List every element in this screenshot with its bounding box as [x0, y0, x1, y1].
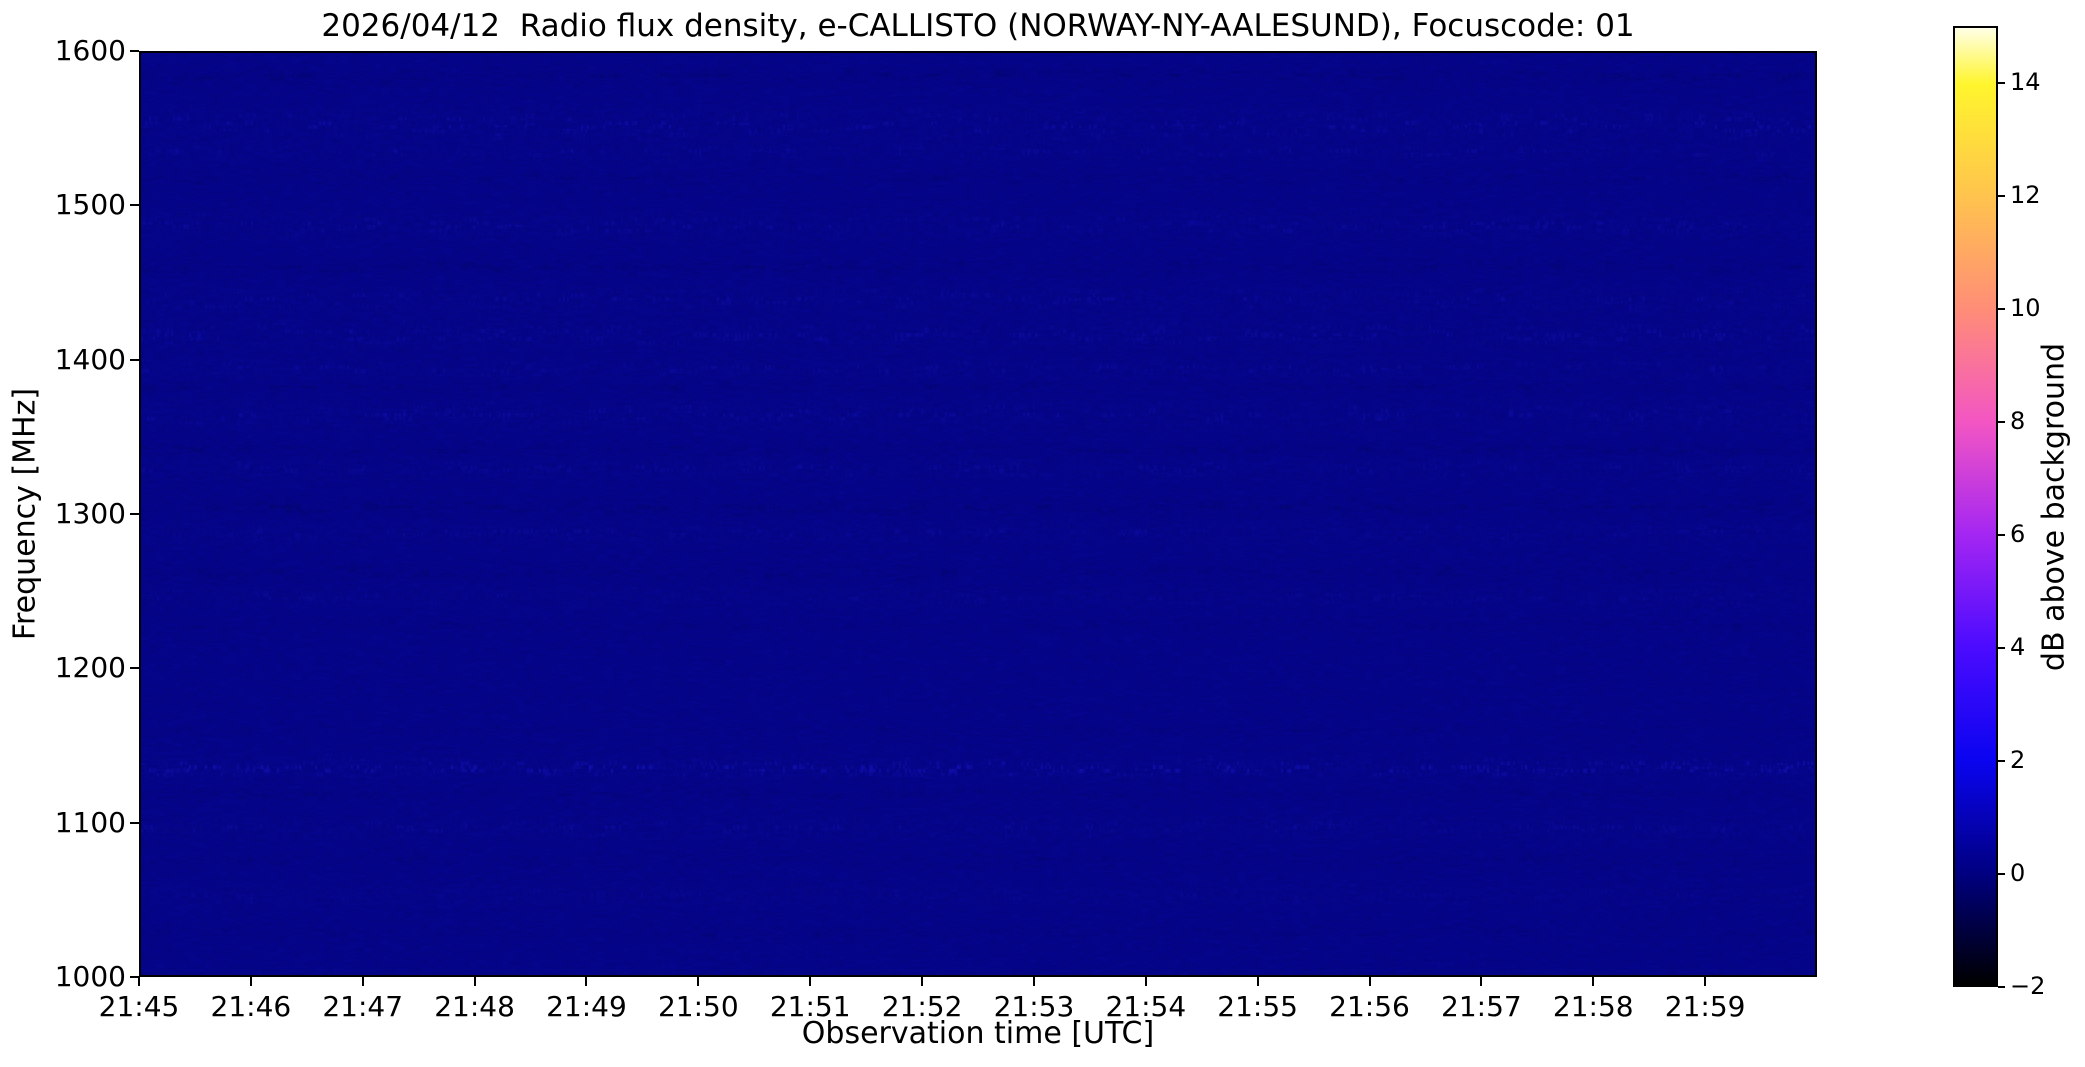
y-tick-mark — [130, 976, 139, 978]
colorbar-tick-label: 6 — [2010, 519, 2026, 548]
colorbar-tick-mark — [1998, 872, 2005, 875]
x-tick-label: 21:58 — [1552, 990, 1634, 1023]
x-tick-mark — [585, 977, 588, 986]
x-tick-mark — [1032, 977, 1035, 986]
x-tick-label: 21:57 — [1441, 990, 1522, 1023]
x-tick-label: 21:50 — [657, 990, 739, 1023]
x-tick-mark — [921, 977, 924, 986]
colorbar-tick-mark — [1998, 307, 2005, 310]
x-tick-label: 21:46 — [210, 990, 292, 1023]
x-tick-mark — [809, 977, 812, 986]
x-tick-label: 21:59 — [1664, 990, 1746, 1023]
colorbar-tick-mark — [1998, 194, 2005, 197]
x-tick-label: 21:48 — [434, 990, 515, 1023]
chart-title: 2026/04/12 Radio flux density, e-CALLIST… — [321, 8, 1635, 44]
x-tick-label: 21:49 — [546, 990, 627, 1023]
y-tick-label: 1200 — [54, 651, 126, 685]
x-tick-mark — [697, 977, 700, 986]
x-tick-mark — [1480, 977, 1483, 986]
colorbar-tick-mark — [1998, 81, 2005, 84]
x-tick-label: 21:52 — [881, 990, 963, 1023]
x-tick-label: 21:55 — [1217, 990, 1298, 1023]
y-tick-label: 1400 — [54, 342, 126, 376]
y-tick-label: 1300 — [54, 497, 126, 530]
colorbar-tick-label: 4 — [2010, 632, 2026, 661]
colorbar-tick-label: 2 — [2010, 745, 2026, 774]
y-tick-label: 1100 — [54, 805, 126, 839]
y-tick-mark — [130, 204, 139, 207]
x-tick-mark — [1256, 977, 1259, 986]
colorbar-tick-mark — [1998, 759, 2005, 762]
x-tick-label: 21:54 — [1105, 990, 1187, 1023]
colorbar-label: dB above background — [2036, 342, 2072, 672]
x-tick-mark — [1144, 977, 1147, 986]
colorbar-tick-label: 8 — [2010, 406, 2026, 435]
colorbar-tick-label: 0 — [2010, 858, 2026, 887]
x-axis-label: Observation time [UTC] — [801, 1016, 1155, 1051]
colorbar-tick-mark — [1998, 420, 2005, 423]
spectrogram-plot-area — [139, 51, 1817, 977]
x-tick-mark — [1368, 977, 1371, 986]
x-tick-mark — [473, 977, 476, 986]
x-tick-label: 21:45 — [98, 990, 180, 1023]
x-tick-mark — [138, 977, 140, 986]
y-tick-label: 1000 — [54, 960, 126, 993]
colorbar-tick-mark — [1998, 986, 2005, 988]
y-tick-mark — [130, 50, 139, 52]
colorbar-tick-mark — [1998, 533, 2005, 536]
y-tick-label: 1600 — [54, 34, 126, 67]
x-tick-mark — [1592, 977, 1595, 986]
x-tick-label: 21:51 — [769, 990, 851, 1023]
x-tick-mark — [249, 977, 252, 986]
y-tick-mark — [130, 667, 139, 670]
y-tick-label: 1500 — [54, 188, 126, 222]
y-tick-mark — [130, 358, 139, 361]
spectrogram-heatmap-canvas — [141, 53, 1815, 975]
x-tick-label: 21:56 — [1329, 990, 1410, 1023]
y-tick-mark — [130, 821, 139, 824]
x-tick-label: 21:47 — [322, 990, 404, 1023]
colorbar-tick-label: 10 — [2010, 293, 2041, 322]
colorbar-tick-label: −2 — [2010, 972, 2046, 1000]
y-tick-mark — [130, 513, 139, 515]
colorbar-tick-label: 14 — [2010, 67, 2041, 96]
colorbar-gradient — [1953, 26, 1998, 987]
colorbar-tick-mark — [1998, 646, 2005, 649]
x-tick-mark — [1704, 977, 1707, 986]
x-tick-label: 21:53 — [993, 990, 1075, 1023]
y-axis-label: Frequency [MHz] — [7, 387, 43, 641]
colorbar-tick-label: 12 — [2010, 180, 2041, 209]
x-tick-mark — [361, 977, 364, 986]
